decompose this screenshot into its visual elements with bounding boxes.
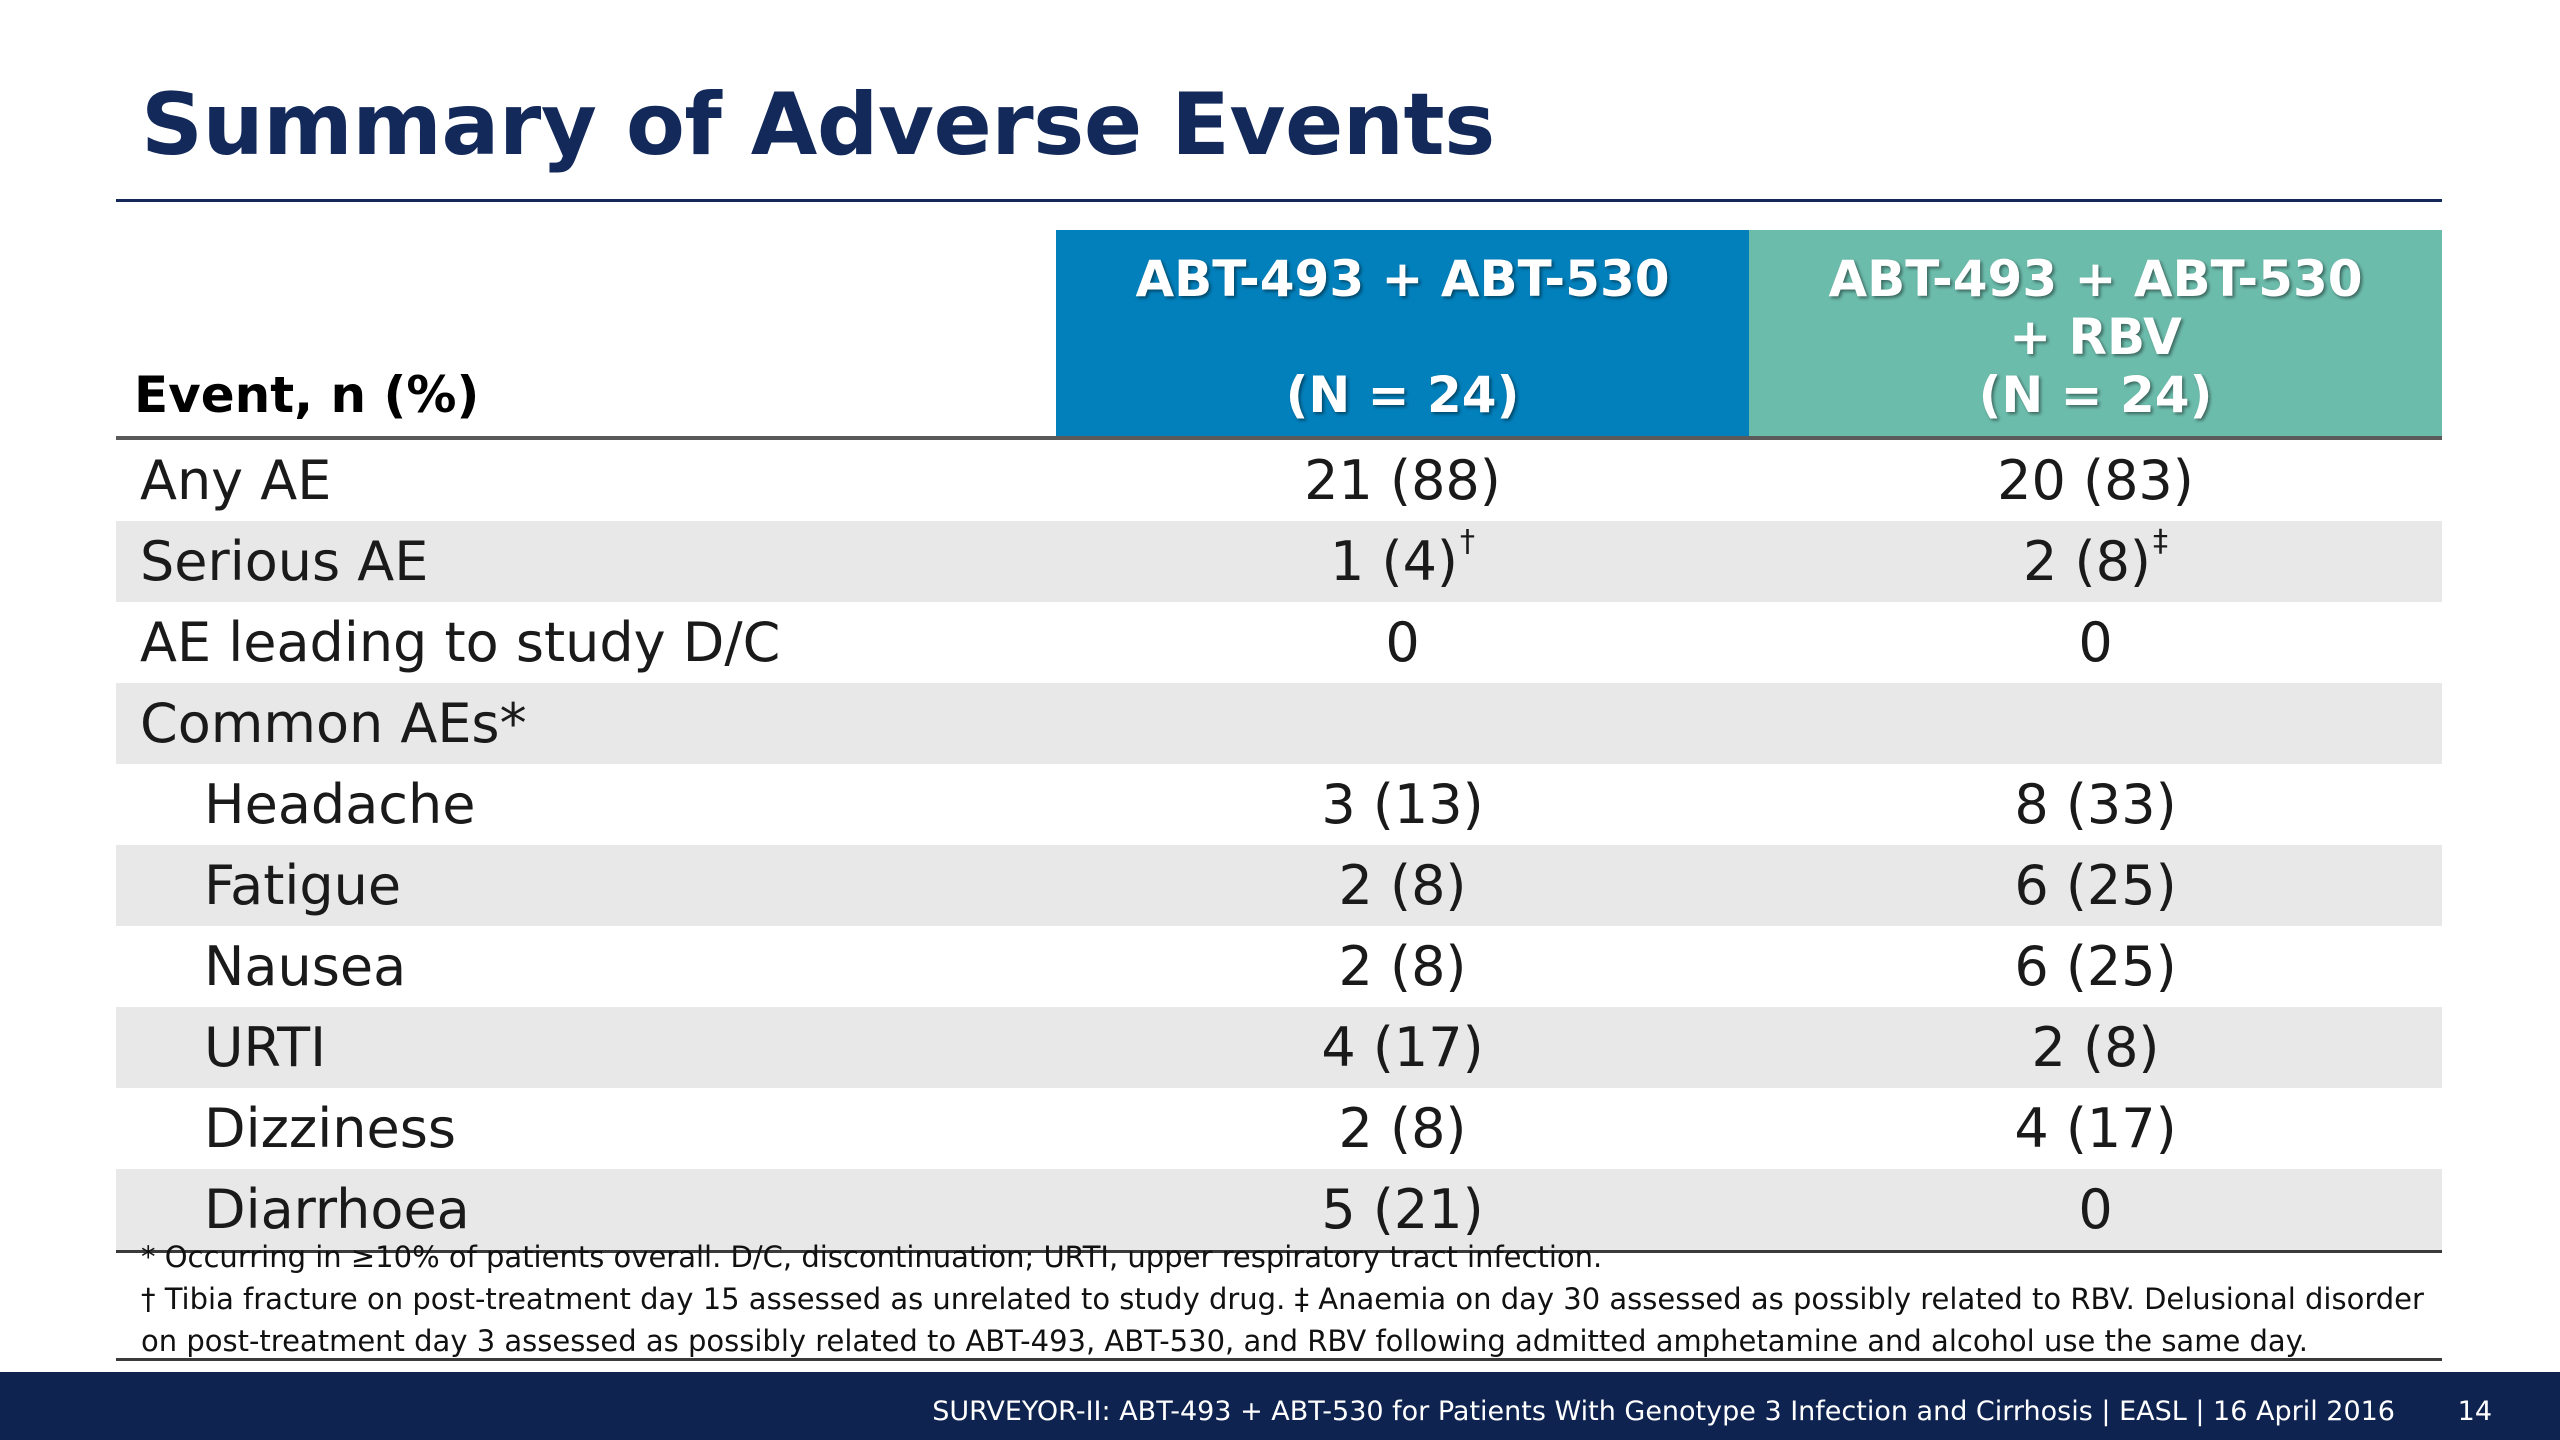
footnote-1: * Occurring in ≥10% of patients overall.… bbox=[141, 1240, 1603, 1274]
arm1-value-cell: 2 (8) bbox=[1056, 1088, 1749, 1169]
value-text: 8 (33) bbox=[2014, 773, 2177, 836]
slide-title: Summary of Adverse Events bbox=[141, 75, 1495, 175]
table-row: AE leading to study D/C 0 0 bbox=[116, 602, 2442, 683]
table-row: Dizziness 2 (8) 4 (17) bbox=[116, 1088, 2442, 1169]
value-text: 4 (17) bbox=[2014, 1097, 2177, 1160]
arm2-header-line3: (N = 24) bbox=[1978, 366, 2213, 424]
value-text: 2 (8) bbox=[2031, 1016, 2160, 1079]
arm1-value-cell: 1 (4)† bbox=[1056, 521, 1749, 602]
arm2-value-cell bbox=[1749, 683, 2442, 764]
value-text: 21 (88) bbox=[1304, 449, 1501, 512]
event-cell: Fatigue bbox=[116, 845, 1056, 926]
arm2-value-cell: 6 (25) bbox=[1749, 926, 2442, 1007]
value-text: 5 (21) bbox=[1321, 1178, 1484, 1241]
value-text: 20 (83) bbox=[1997, 449, 2194, 512]
arm2-column-header: ABT-493 + ABT-530 + RBV (N = 24) bbox=[1749, 230, 2442, 440]
table-row: Common AEs* bbox=[116, 683, 2442, 764]
arm2-header-line2: + RBV bbox=[2009, 308, 2182, 366]
table-row: Headache 3 (13) 8 (33) bbox=[116, 764, 2442, 845]
value-text: 0 bbox=[1385, 611, 1420, 674]
event-cell: Serious AE bbox=[116, 521, 1056, 602]
event-cell: Any AE bbox=[140, 449, 332, 512]
table-body: Any AE 21 (88) 20 (83) Serious AE 1 (4)† 2 (8… bbox=[116, 438, 2442, 1253]
event-cell: Common AEs* bbox=[116, 683, 1056, 764]
event-cell: URTI bbox=[116, 1007, 1056, 1088]
footnote-marker: † bbox=[1460, 524, 1475, 559]
arm1-header-line1: ABT-493 + ABT-530 bbox=[1135, 250, 1670, 308]
value-text: 3 (13) bbox=[1321, 773, 1484, 836]
event-cell: Dizziness bbox=[204, 1097, 456, 1160]
title-divider bbox=[116, 199, 2442, 202]
event-cell: AE leading to study D/C bbox=[140, 611, 781, 674]
arm1-value-cell: 0 bbox=[1056, 602, 1749, 683]
footnote-marker: ‡ bbox=[2153, 524, 2168, 559]
arm2-value-cell: 0 bbox=[1749, 1169, 2442, 1253]
arm2-header-line1: ABT-493 + ABT-530 bbox=[1828, 250, 2363, 308]
table-row: Serious AE 1 (4)† 2 (8)‡ bbox=[116, 521, 2442, 602]
footnotes: * Occurring in ≥10% of patients overall.… bbox=[141, 1236, 2441, 1362]
arm1-value-cell: 2 (8) bbox=[1056, 926, 1749, 1007]
event-cell: Headache bbox=[204, 773, 476, 836]
value-text: 2 (8) bbox=[1338, 935, 1467, 998]
event-cell: Nausea bbox=[204, 935, 407, 998]
arm1-value-cell bbox=[1056, 683, 1749, 764]
event-column-header: Event, n (%) bbox=[116, 230, 1056, 440]
table-row: Any AE 21 (88) 20 (83) bbox=[116, 438, 2442, 521]
arm1-value-cell: 3 (13) bbox=[1056, 764, 1749, 845]
arm2-value-cell: 2 (8)‡ bbox=[1749, 521, 2442, 602]
arm2-value-cell: 20 (83) bbox=[1749, 438, 2442, 521]
value-text: 6 (25) bbox=[2014, 854, 2177, 917]
footer-text: SURVEYOR-II: ABT-493 + ABT-530 for Patie… bbox=[932, 1396, 2395, 1427]
value-text: 0 bbox=[2078, 611, 2113, 674]
table-row: Nausea 2 (8) 6 (25) bbox=[116, 926, 2442, 1007]
value-text: 0 bbox=[2078, 1178, 2113, 1241]
arm1-header-line2 bbox=[1056, 308, 1749, 366]
event-cell: Diarrhoea bbox=[116, 1169, 1056, 1253]
arm1-value-cell: 2 (8) bbox=[1056, 845, 1749, 926]
arm1-value-cell: 4 (17) bbox=[1056, 1007, 1749, 1088]
value-text: 4 (17) bbox=[1321, 1016, 1484, 1079]
value-text: 2 (8) bbox=[1338, 1097, 1467, 1160]
table-row: URTI 4 (17) 2 (8) bbox=[116, 1007, 2442, 1088]
value-text: 1 (4) bbox=[1329, 530, 1458, 593]
arm2-value-cell: 0 bbox=[1749, 602, 2442, 683]
value-text: 2 (8) bbox=[1338, 854, 1467, 917]
footnote-2: † Tibia fracture on post-treatment day 1… bbox=[141, 1282, 2424, 1358]
adverse-events-table: Event, n (%) ABT-493 + ABT-530 (N = 24) … bbox=[116, 230, 2442, 1253]
arm2-value-cell: 8 (33) bbox=[1749, 764, 2442, 845]
table-row: Diarrhoea 5 (21) 0 bbox=[116, 1169, 2442, 1253]
arm1-header-line3: (N = 24) bbox=[1285, 366, 1520, 424]
slide-number: 14 bbox=[2457, 1396, 2492, 1427]
arm1-column-header: ABT-493 + ABT-530 (N = 24) bbox=[1056, 230, 1749, 440]
arm1-value-cell: 5 (21) bbox=[1056, 1169, 1749, 1253]
arm1-value-cell: 21 (88) bbox=[1056, 438, 1749, 521]
arm2-value-cell: 2 (8) bbox=[1749, 1007, 2442, 1088]
table-header-row: Event, n (%) ABT-493 + ABT-530 (N = 24) … bbox=[116, 230, 2442, 440]
value-text: 2 (8) bbox=[2022, 530, 2151, 593]
arm2-value-cell: 6 (25) bbox=[1749, 845, 2442, 926]
footer-bar bbox=[0, 1372, 2560, 1440]
footnote-divider bbox=[116, 1358, 2442, 1361]
value-text: 6 (25) bbox=[2014, 935, 2177, 998]
table-row: Fatigue 2 (8) 6 (25) bbox=[116, 845, 2442, 926]
arm2-value-cell: 4 (17) bbox=[1749, 1088, 2442, 1169]
